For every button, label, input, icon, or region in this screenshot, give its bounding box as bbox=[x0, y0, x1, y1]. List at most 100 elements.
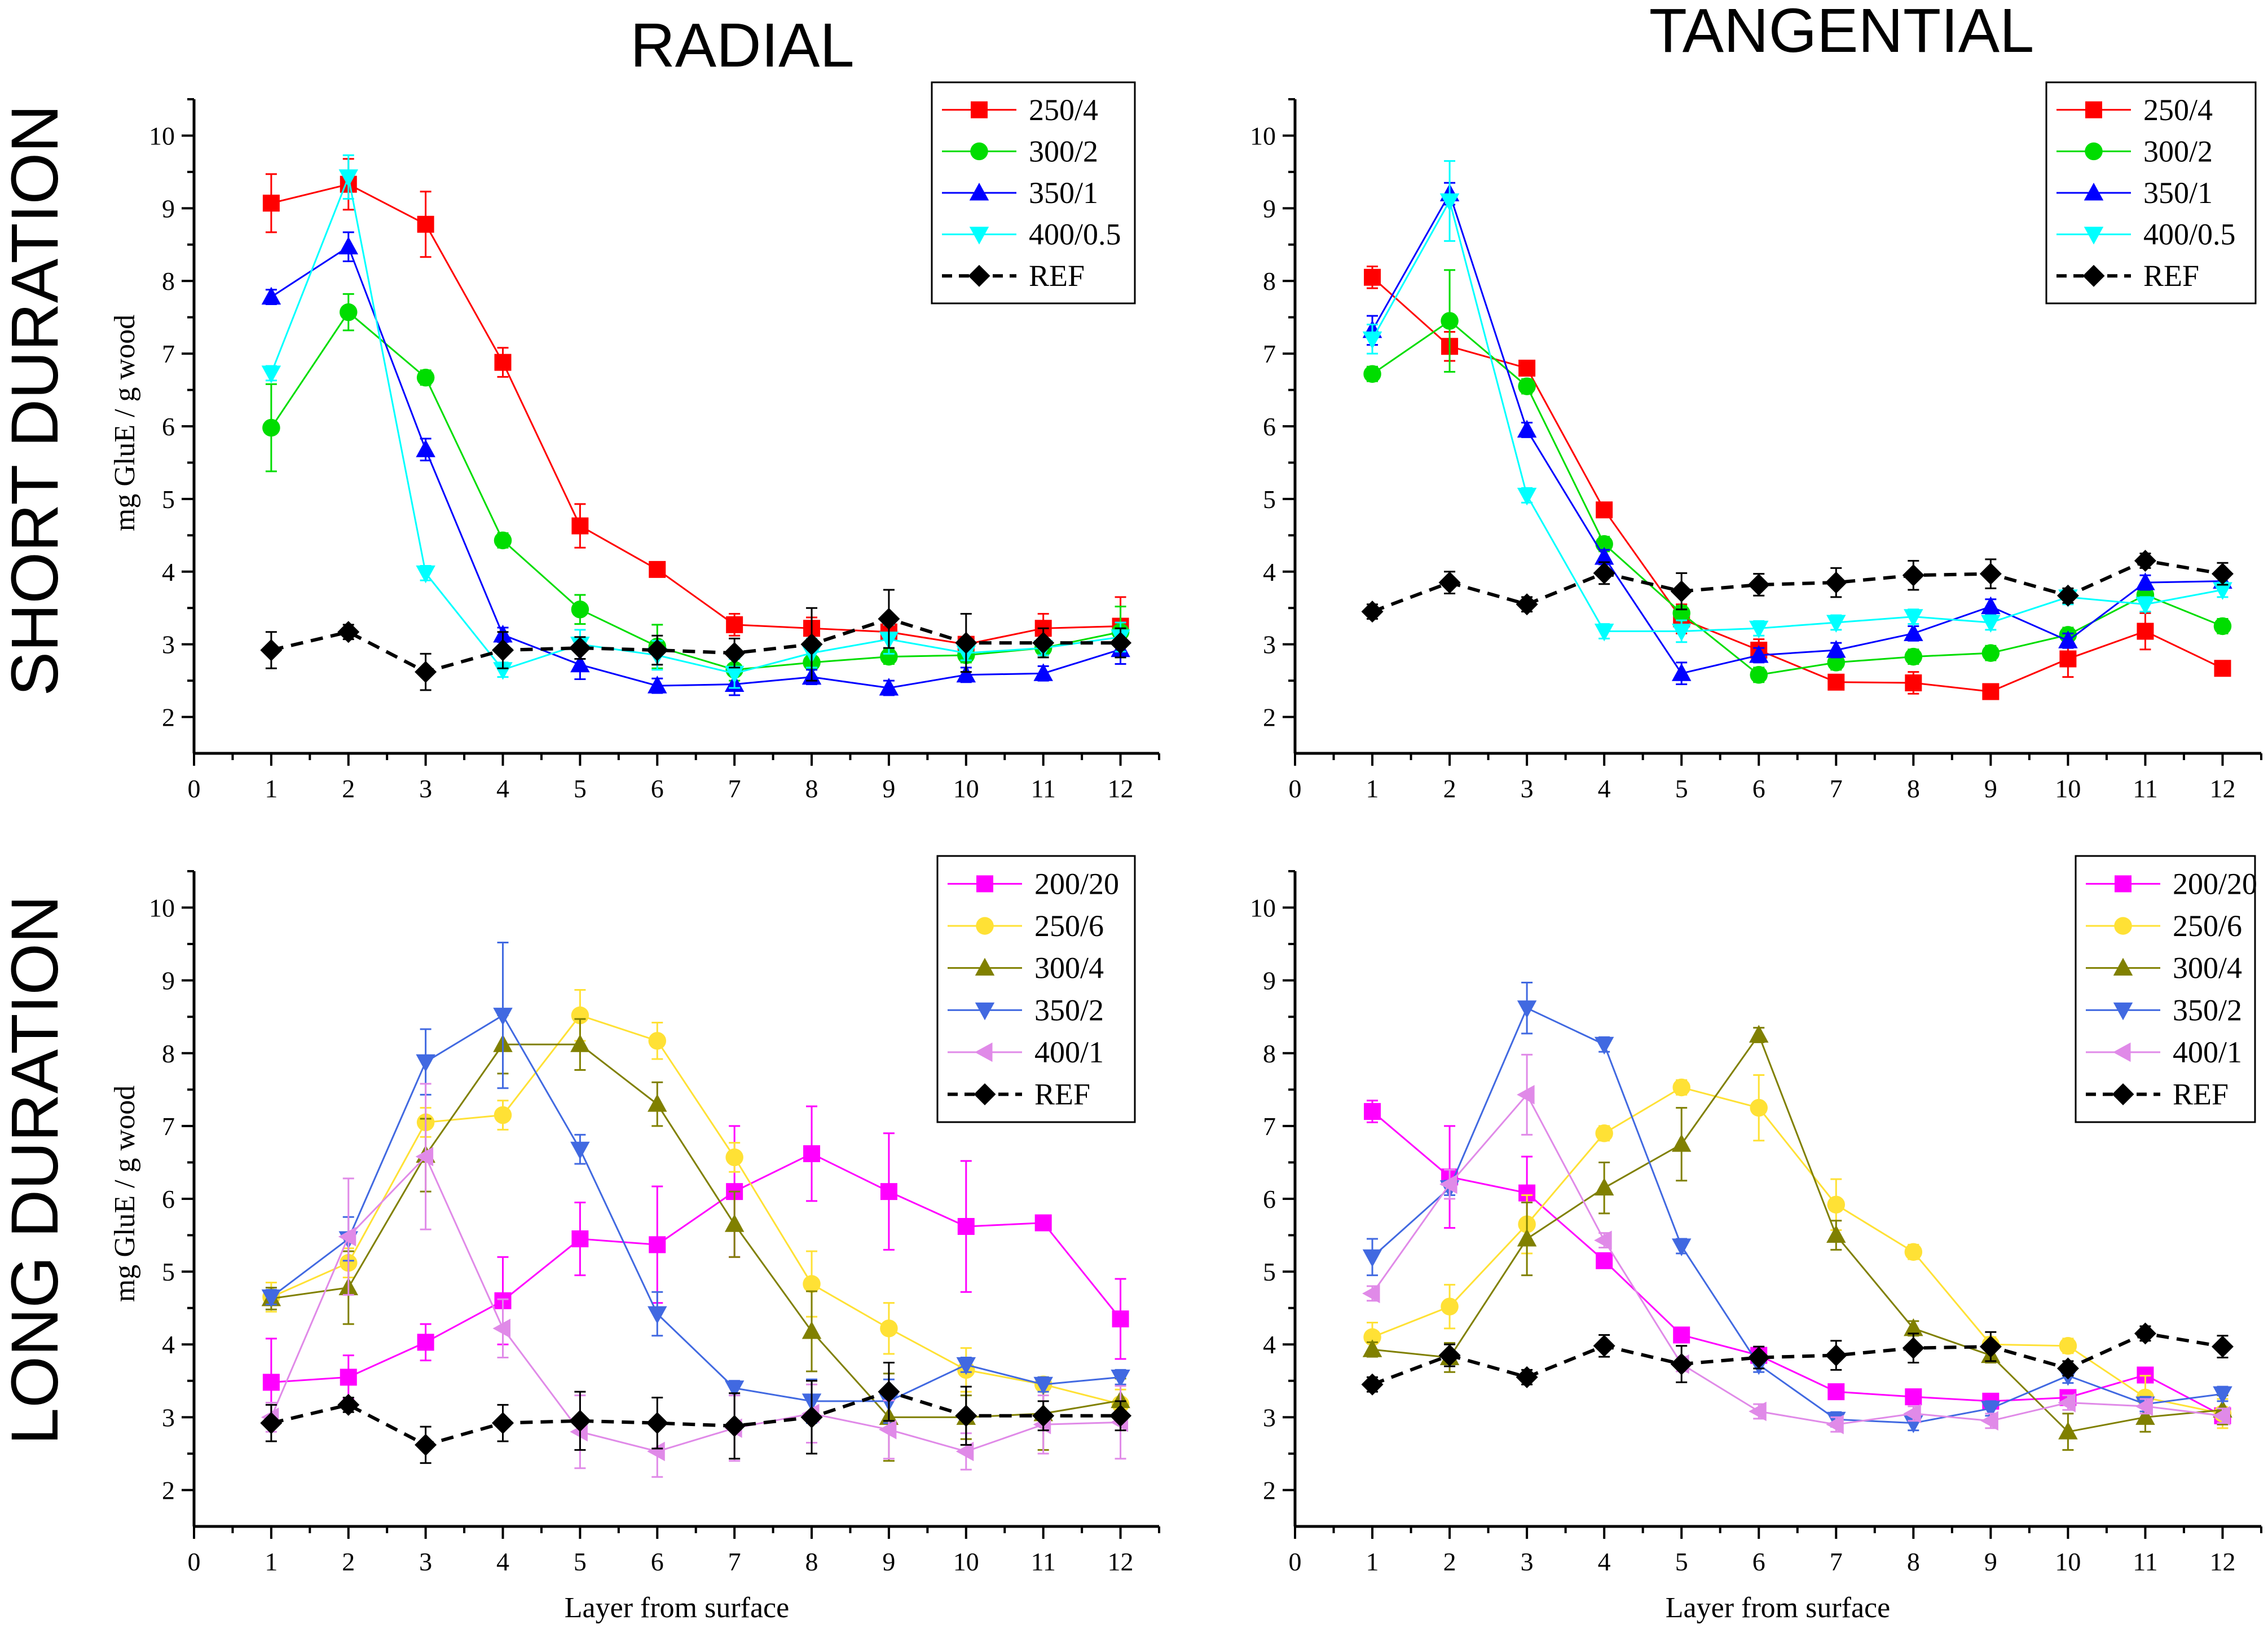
series-REF bbox=[260, 1362, 1132, 1464]
y-tick-label: 2 bbox=[1263, 1476, 1276, 1504]
x-tick-label: 11 bbox=[1031, 774, 1056, 803]
data-point bbox=[1517, 1000, 1537, 1018]
legend-marker bbox=[969, 227, 989, 245]
legend-marker bbox=[2113, 957, 2133, 976]
data-point bbox=[1109, 1405, 1132, 1427]
x-tick-label: 7 bbox=[728, 774, 741, 803]
x-tick-label: 6 bbox=[651, 774, 664, 803]
data-point bbox=[1517, 420, 1537, 438]
data-point bbox=[2213, 582, 2232, 600]
data-point bbox=[338, 1226, 356, 1247]
y-tick-label: 7 bbox=[162, 339, 175, 368]
data-point bbox=[1671, 663, 1692, 681]
data-point bbox=[648, 1094, 667, 1112]
legend-box bbox=[936, 855, 1136, 1123]
legend-marker bbox=[968, 264, 990, 287]
panel-long-radial: 0 1 2 3 4 5 6 7 8 9 10 11 122345678910200/20250/6300… bbox=[149, 855, 1160, 1576]
legend-label: 300/2 bbox=[1029, 134, 1098, 168]
data-point bbox=[338, 236, 359, 255]
data-point bbox=[1979, 1335, 2002, 1358]
data-point bbox=[649, 560, 666, 578]
data-point bbox=[1902, 1337, 1925, 1360]
x-tick-label: 3 bbox=[419, 1547, 432, 1576]
x-tick-label: 6 bbox=[651, 1547, 664, 1576]
data-point bbox=[2135, 572, 2155, 590]
legend-label: 400/1 bbox=[1034, 1035, 1104, 1069]
series-400/1 bbox=[1362, 1053, 2230, 1435]
y-tick-label: 7 bbox=[1263, 339, 1276, 368]
legend-marker bbox=[975, 1042, 993, 1062]
data-point bbox=[1594, 547, 1614, 565]
y-tick-label: 7 bbox=[1263, 1112, 1276, 1141]
legend-marker bbox=[975, 1002, 995, 1021]
data-point bbox=[801, 1321, 822, 1339]
x-tick-label: 7 bbox=[1830, 774, 1843, 803]
legend-marker bbox=[2114, 917, 2132, 935]
series-line bbox=[271, 1153, 1121, 1383]
legend-label: REF bbox=[2143, 259, 2199, 293]
x-tick-label: 6 bbox=[1752, 1547, 1765, 1576]
data-point bbox=[1671, 623, 1692, 642]
data-point bbox=[2056, 584, 2079, 607]
data-point bbox=[1362, 331, 1382, 350]
panel-long-tangential: 0 1 2 3 4 5 6 7 8 9 10 11 122345678910200/20250/6300… bbox=[1250, 855, 2262, 1576]
data-point bbox=[1112, 1310, 1129, 1328]
y-tick-label: 3 bbox=[1263, 630, 1276, 659]
x-tick-label: 2 bbox=[342, 1547, 355, 1576]
data-point bbox=[2214, 660, 2231, 677]
data-point bbox=[955, 632, 977, 654]
legend-marker bbox=[2084, 183, 2104, 201]
data-point bbox=[1671, 1238, 1692, 1256]
series-250/4 bbox=[1364, 265, 2231, 700]
x-tick-label: 9 bbox=[882, 1547, 895, 1576]
data-point bbox=[1749, 1025, 1769, 1043]
data-point bbox=[1032, 632, 1055, 654]
data-point bbox=[2058, 630, 2078, 648]
data-point bbox=[2058, 1422, 2078, 1440]
x-tick-label: 1 bbox=[265, 1547, 278, 1576]
x-tick-label: 9 bbox=[1984, 774, 1997, 803]
x-tick-label: 7 bbox=[1830, 1547, 1843, 1576]
x-tick-label: 11 bbox=[2133, 774, 2157, 803]
legend-label: 350/1 bbox=[1029, 176, 1098, 210]
data-point bbox=[1979, 563, 2002, 585]
data-point bbox=[1749, 620, 1769, 639]
data-point bbox=[261, 286, 281, 305]
data-point bbox=[415, 661, 437, 683]
data-point bbox=[2135, 597, 2155, 615]
data-point bbox=[493, 1008, 513, 1026]
x-tick-label: 0 bbox=[188, 1547, 201, 1576]
legend-label: 200/20 bbox=[1034, 867, 1119, 901]
data-point bbox=[646, 639, 668, 661]
data-point bbox=[1596, 1252, 1613, 1269]
x-tick-label: 8 bbox=[1907, 774, 1920, 803]
data-point bbox=[494, 354, 512, 371]
data-point bbox=[649, 1236, 666, 1254]
data-point bbox=[1749, 1401, 1767, 1422]
x-tick-label: 0 bbox=[1289, 774, 1302, 803]
data-point bbox=[646, 1412, 668, 1435]
x-tick-label: 4 bbox=[496, 774, 509, 803]
series-line bbox=[271, 183, 1121, 646]
data-point bbox=[1033, 1376, 1053, 1395]
data-point bbox=[1904, 623, 1923, 641]
row-title-short-duration: SHORT DURATION bbox=[0, 105, 72, 696]
data-point bbox=[1034, 1214, 1052, 1232]
y-axis-title-long: mg GluE / g wood bbox=[109, 1085, 141, 1302]
legend-marker bbox=[2115, 875, 2132, 893]
data-point bbox=[2059, 1337, 2077, 1355]
data-point bbox=[1438, 571, 1461, 594]
data-point bbox=[416, 565, 435, 584]
x-axis-title-radial: Layer from surface bbox=[565, 1592, 789, 1624]
x-tick-label: 2 bbox=[1443, 1547, 1456, 1576]
data-point bbox=[1981, 1401, 2001, 1419]
x-tick-label: 12 bbox=[2209, 774, 2235, 803]
y-tick-label: 7 bbox=[162, 1112, 175, 1141]
legend-marker bbox=[2082, 264, 2105, 287]
data-point bbox=[2134, 549, 2156, 572]
data-point bbox=[2058, 1393, 2076, 1413]
x-tick-label: 5 bbox=[574, 774, 587, 803]
data-point bbox=[1902, 564, 1925, 586]
x-tick-label: 11 bbox=[1031, 1547, 1056, 1576]
y-tick-label: 3 bbox=[1263, 1403, 1276, 1432]
